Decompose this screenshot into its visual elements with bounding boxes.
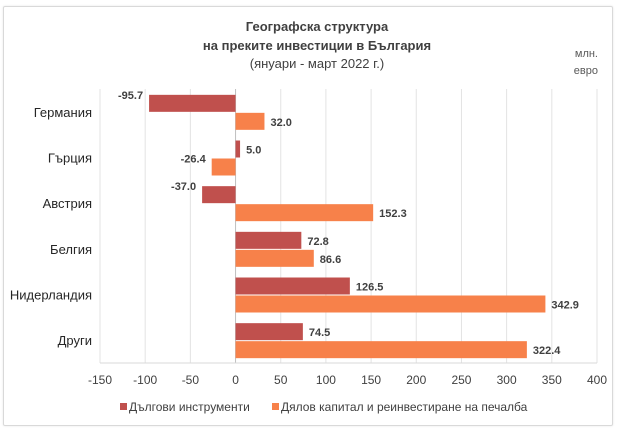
- bar-equity: [235, 341, 527, 359]
- data-label: 322.4: [533, 345, 561, 357]
- data-label: 5.0: [246, 145, 261, 157]
- legend-swatch: [120, 403, 127, 410]
- x-tick-label: 100: [316, 373, 336, 387]
- bar-debt: [235, 140, 241, 158]
- bar-debt: [202, 186, 236, 204]
- bar-debt: [235, 323, 303, 341]
- x-tick-label: -100: [133, 373, 157, 387]
- data-label: 74.5: [309, 327, 330, 339]
- x-tick-label: 150: [361, 373, 381, 387]
- category-label: Белгия: [50, 242, 92, 257]
- chart-title-line-1: Географска структура: [246, 19, 389, 34]
- data-label: 152.3: [379, 208, 407, 220]
- chart-subtitle: (януари - март 2022 г.): [250, 56, 384, 71]
- data-label: 32.0: [270, 117, 291, 129]
- data-label: 72.8: [307, 236, 328, 248]
- x-tick-label: -50: [182, 373, 200, 387]
- data-label: 342.9: [551, 300, 579, 312]
- bar-equity: [235, 249, 314, 267]
- data-label: -26.4: [181, 154, 207, 166]
- x-tick-label: 50: [274, 373, 288, 387]
- x-tick-label: 400: [587, 373, 607, 387]
- x-tick-label: 300: [497, 373, 517, 387]
- x-tick-label: 250: [451, 373, 471, 387]
- chart-frame: [3, 6, 613, 426]
- category-label: Гърция: [48, 151, 92, 166]
- data-label: 86.6: [320, 254, 341, 266]
- category-label: Австрия: [43, 196, 92, 211]
- data-label: -95.7: [118, 90, 143, 102]
- x-tick-label: -150: [88, 373, 112, 387]
- data-label: 126.5: [356, 282, 384, 294]
- legend-label: Дялов капитал и реинвестиране на печалба: [281, 400, 528, 414]
- category-label: Нидерландия: [10, 288, 92, 303]
- bar-equity: [235, 112, 265, 130]
- category-label: Други: [58, 333, 92, 348]
- bar-equity: [235, 204, 374, 222]
- bar-debt: [235, 277, 350, 295]
- x-tick-label: 0: [232, 373, 239, 387]
- bar-equity: [235, 295, 546, 313]
- data-label: -37.0: [171, 181, 196, 193]
- legend-label: Дългови инструменти: [129, 400, 250, 414]
- unit-label-2: евро: [574, 65, 598, 77]
- x-tick-label: 350: [542, 373, 562, 387]
- legend-swatch: [272, 403, 279, 410]
- category-label: Германия: [34, 105, 92, 120]
- chart-title-line-2: на преките инвестиции в България: [203, 38, 431, 53]
- bar-debt: [235, 231, 302, 249]
- bar-equity: [211, 158, 236, 176]
- unit-label-1: млн.: [575, 48, 598, 60]
- x-tick-label: 200: [406, 373, 426, 387]
- bar-debt: [149, 94, 236, 112]
